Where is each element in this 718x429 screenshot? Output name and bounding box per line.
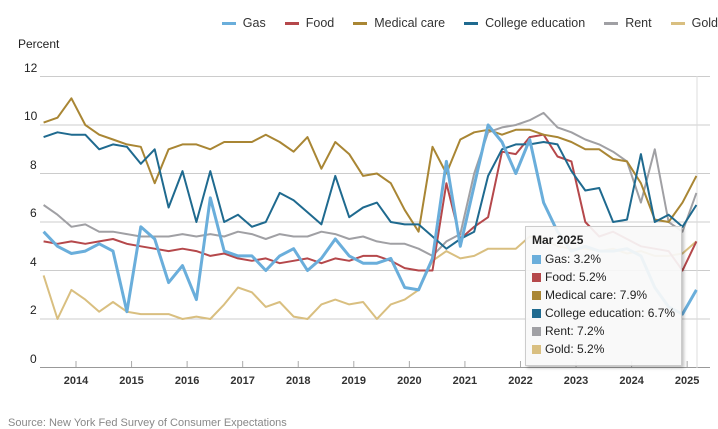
tooltip-value: Food: 5.2% <box>545 270 607 284</box>
x-tick-label: 2022 <box>508 375 533 387</box>
x-tick-label: 2024 <box>619 375 644 387</box>
legend-label: Medical care <box>374 16 446 30</box>
legend-label: College education <box>485 16 586 30</box>
legend-item-gas[interactable]: Gas <box>221 16 266 30</box>
legend-item-gold[interactable]: Gold <box>670 16 718 30</box>
tooltip-swatch <box>532 308 541 318</box>
tooltip-swatch <box>532 290 541 300</box>
tooltip-value: Medical care: 7.9% <box>545 288 648 302</box>
tooltip-row-gold: Gold: 5.2% <box>532 340 681 358</box>
x-tick-label: 2016 <box>174 375 200 387</box>
tooltip: Mar 2025 Gas: 3.2% Food: 5.2% Medical ca… <box>525 226 682 366</box>
tooltip-title: Mar 2025 <box>532 233 584 247</box>
legend-label: Food <box>305 16 335 30</box>
x-tick-label: 2023 <box>563 375 589 387</box>
y-tick-label: 6 <box>30 206 37 220</box>
legend-swatch <box>353 21 368 25</box>
legend-swatch <box>284 21 299 25</box>
x-tick-label: 2014 <box>63 375 89 387</box>
series-line-medical-care[interactable] <box>43 97 698 233</box>
legend-item-food[interactable]: Food <box>284 16 335 30</box>
legend-item-college-education[interactable]: College education <box>464 16 585 30</box>
tooltip-row-college-education: College education: 6.7% <box>532 304 681 322</box>
legend-swatch <box>604 21 619 25</box>
legend-label: Gold <box>691 16 718 30</box>
x-tick-label: 2025 <box>674 375 700 387</box>
legend-swatch <box>670 21 685 25</box>
y-tick-label: 4 <box>30 254 37 269</box>
x-tick-label: 2015 <box>119 375 144 387</box>
legend: Gas Food Medical care College education … <box>221 16 718 30</box>
legend-label: Gas <box>242 16 266 30</box>
x-tick-label: 2017 <box>230 375 255 387</box>
y-tick-label: 0 <box>30 351 37 366</box>
series-line-college-education[interactable] <box>43 131 698 250</box>
tooltip-row-food: Food: 5.2% <box>532 268 681 286</box>
series-line-food[interactable] <box>43 133 698 272</box>
tooltip-swatch <box>532 326 541 336</box>
legend-swatch <box>464 21 479 25</box>
tooltip-row-gas: Gas: 3.2% <box>532 250 681 268</box>
y-tick-label: 10 <box>24 109 38 123</box>
x-tick-label: 2018 <box>285 375 311 387</box>
tooltip-value: College education: 6.7% <box>545 306 676 320</box>
tooltip-value: Gold: 5.2% <box>545 342 605 356</box>
tooltip-swatch <box>532 254 541 264</box>
y-axis-label: Percent <box>18 37 60 51</box>
tooltip-swatch <box>532 344 541 354</box>
y-tick-label: 12 <box>24 60 38 75</box>
x-tick-label: 2021 <box>452 375 478 387</box>
source-note: Source: New York Fed Survey of Consumer … <box>8 417 287 429</box>
x-tick-label: 2019 <box>341 375 367 387</box>
tooltip-row-rent: Rent: 7.2% <box>532 322 681 340</box>
tooltip-swatch <box>532 272 541 282</box>
tooltip-row-medical-care: Medical care: 7.9% <box>532 286 681 304</box>
tooltip-value: Gas: 3.2% <box>545 252 602 266</box>
tooltip-value: Rent: 7.2% <box>545 324 605 338</box>
legend-item-medical-care[interactable]: Medical care <box>353 16 445 30</box>
y-tick-label: 8 <box>30 157 37 172</box>
legend-label: Rent <box>625 16 652 30</box>
y-tick-label: 2 <box>30 303 37 317</box>
legend-item-rent[interactable]: Rent <box>604 16 652 30</box>
x-tick-label: 2020 <box>397 375 422 387</box>
legend-swatch <box>221 21 236 25</box>
